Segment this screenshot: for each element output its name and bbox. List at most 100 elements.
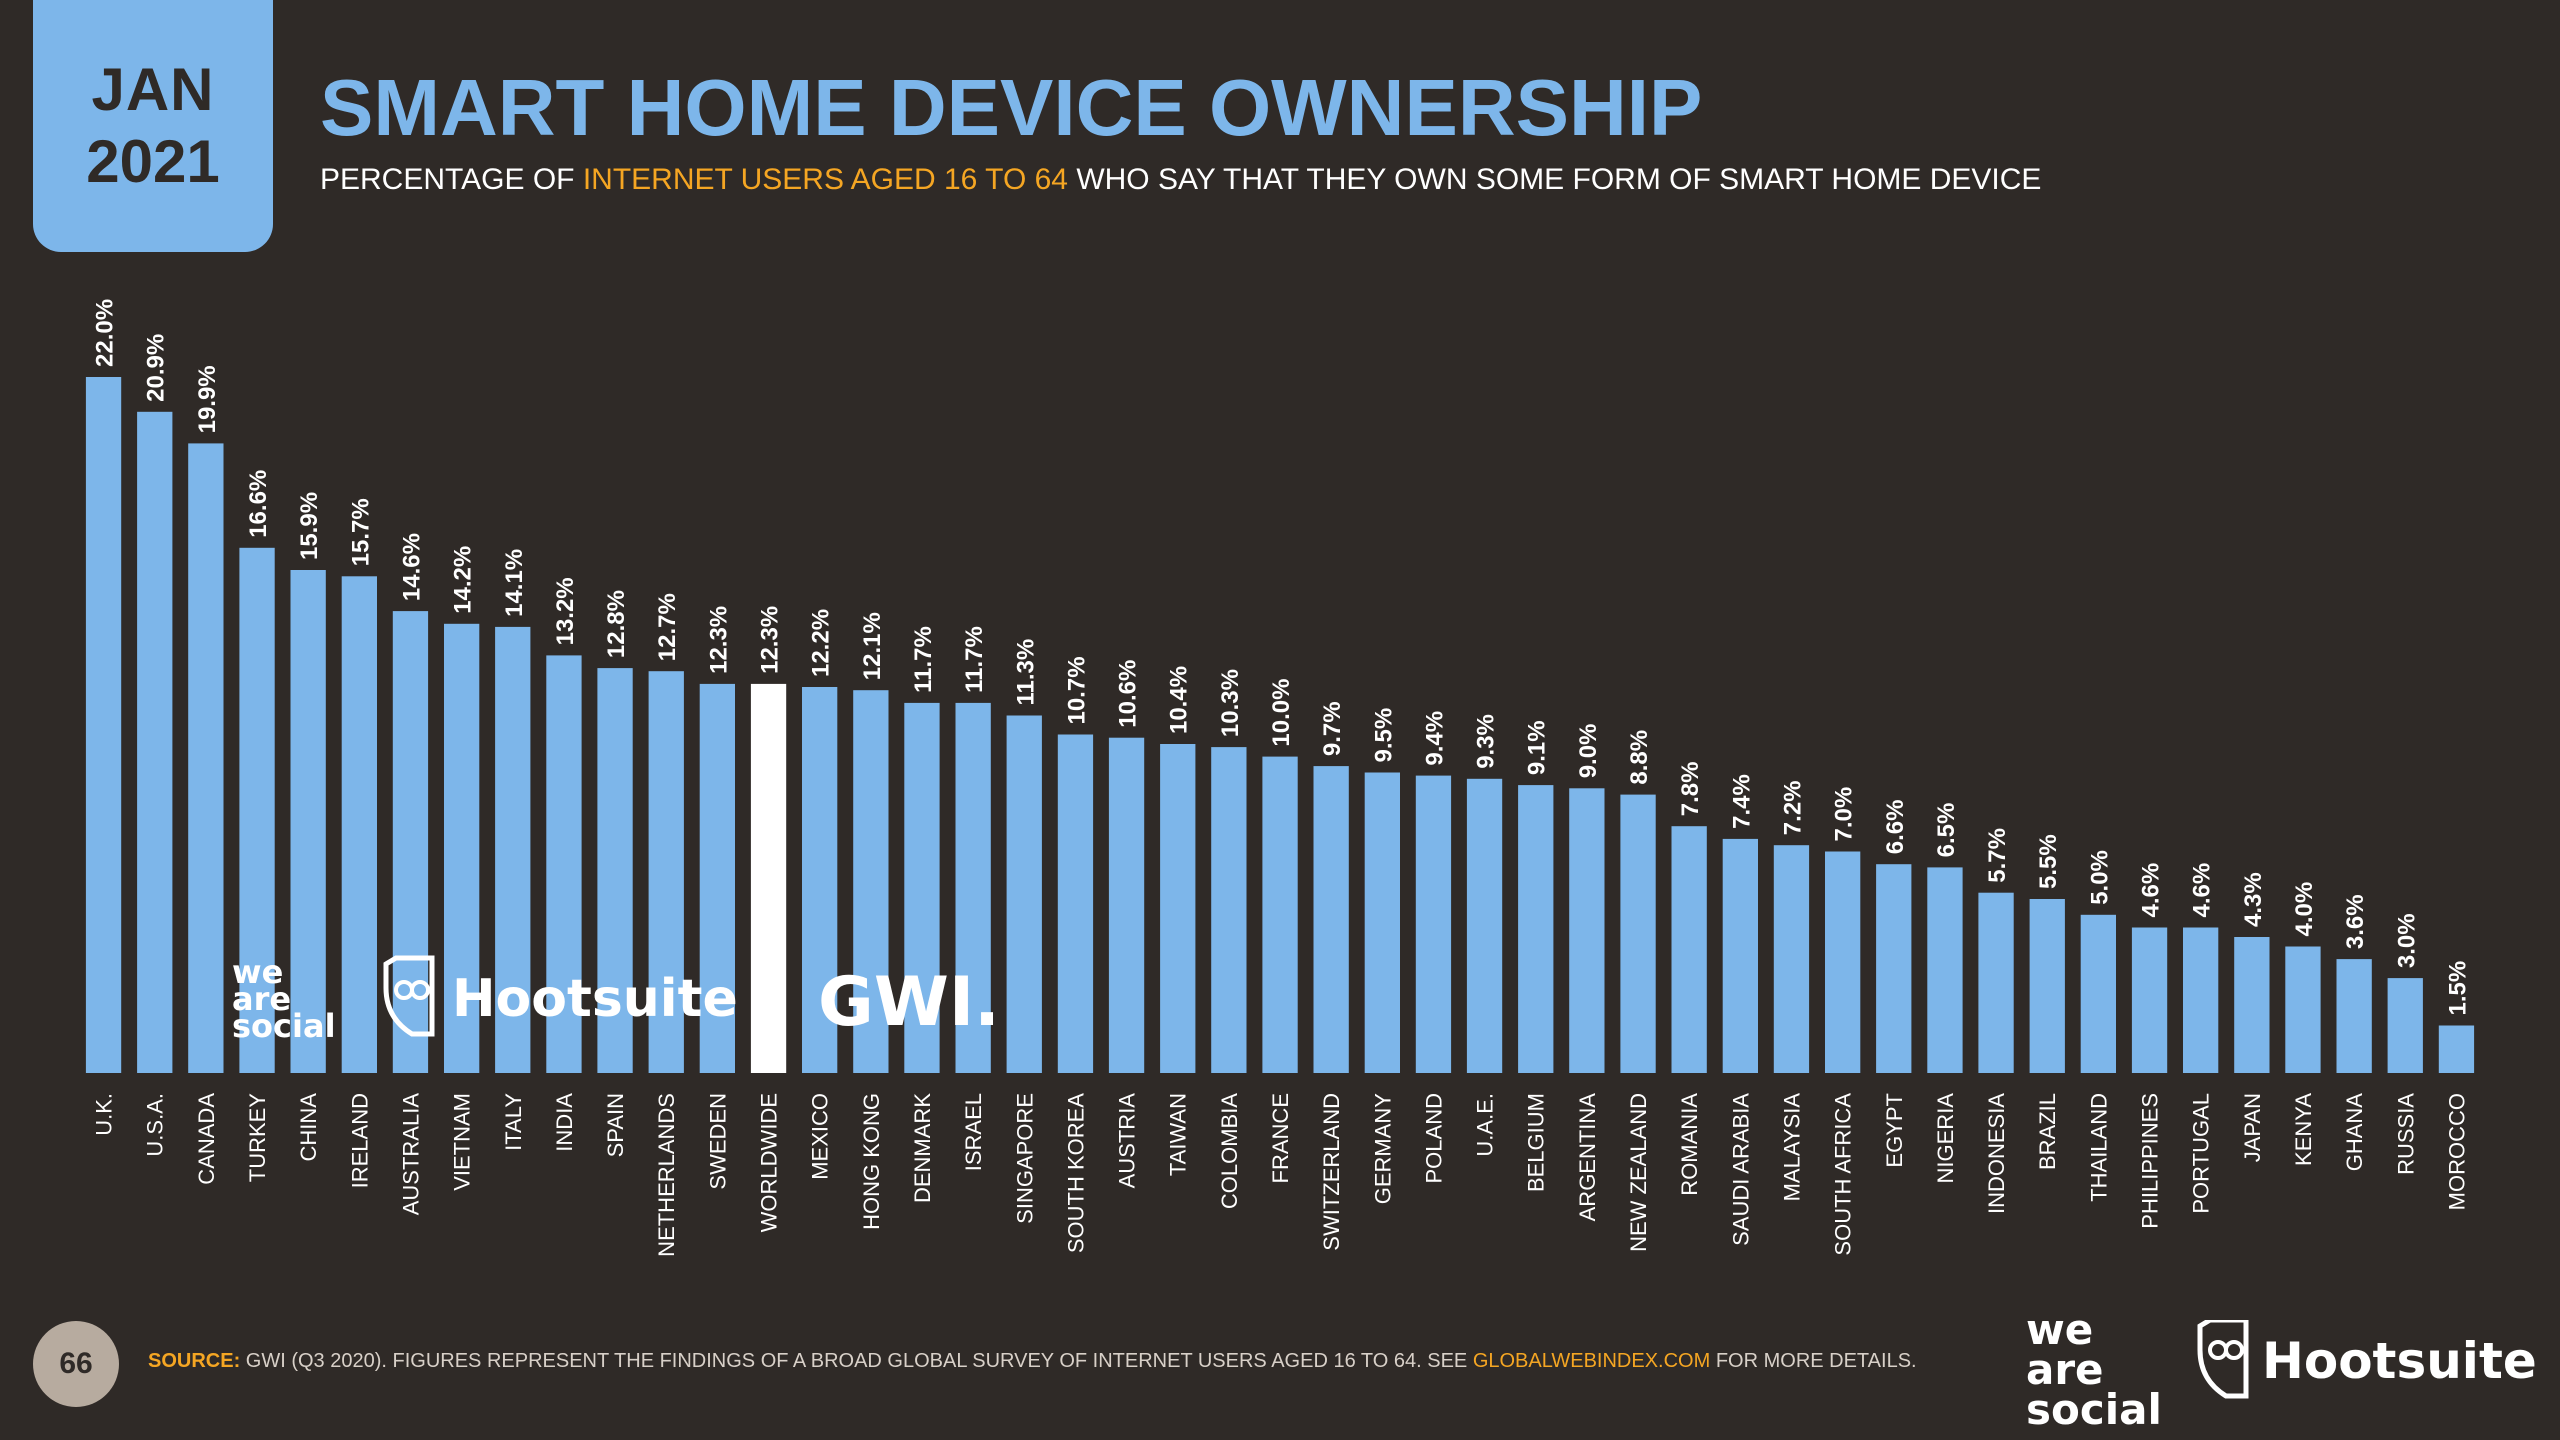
hootsuite-wordmark-footer: Hootsuite — [2262, 1332, 2536, 1390]
category-label: NEW ZEALAND — [1626, 1093, 1651, 1252]
owl-eye-right — [2224, 1340, 2244, 1360]
bar-japan — [2234, 937, 2270, 1073]
bar-thailand — [2080, 914, 2116, 1073]
value-label: 8.8% — [1626, 730, 1653, 785]
bar-u-k — [85, 377, 122, 1073]
category-label: U.S.A. — [143, 1093, 168, 1157]
bar-denmark — [904, 702, 940, 1073]
category-label: PORTUGAL — [2189, 1093, 2214, 1214]
value-label: 7.2% — [1780, 780, 1807, 835]
owl-eye-left — [2208, 1340, 2228, 1360]
source-footer: SOURCE: GWI (Q3 2020). FIGURES REPRESENT… — [148, 1350, 1917, 1373]
value-label: 6.5% — [1933, 803, 1960, 858]
category-label: SINGAPORE — [1012, 1093, 1037, 1224]
bar-portugal — [2183, 927, 2219, 1073]
value-label: 7.4% — [1728, 774, 1755, 829]
value-label: 14.1% — [501, 549, 528, 617]
value-label: 9.4% — [1421, 711, 1448, 766]
bar-nigeria — [1927, 867, 1963, 1073]
value-label: 3.0% — [2393, 913, 2420, 968]
bar-mexico — [802, 687, 838, 1073]
bar-spain — [597, 668, 633, 1073]
value-label: 11.7% — [961, 626, 988, 693]
category-label: VIETNAM — [450, 1093, 475, 1191]
bar-u-s-a — [137, 411, 173, 1073]
page-title: SMART HOME DEVICE OWNERSHIP — [320, 63, 1703, 152]
category-label: DENMARK — [910, 1093, 935, 1203]
value-label: 10.7% — [1063, 656, 1090, 724]
source-text: GWI (Q3 2020). FIGURES REPRESENT THE FIN… — [240, 1350, 1473, 1372]
subtitle-highlight: INTERNET USERS AGED 16 TO 64 — [582, 163, 1068, 196]
category-label: U.K. — [92, 1093, 117, 1136]
category-label: U.A.E. — [1473, 1093, 1498, 1157]
category-label: NIGERIA — [1933, 1093, 1958, 1184]
bar-russia — [2387, 978, 2423, 1073]
bar-france — [1262, 756, 1298, 1073]
logo-footer-social: social — [2026, 1385, 2162, 1434]
value-label: 9.0% — [1575, 724, 1602, 779]
bar-belgium — [1518, 785, 1554, 1073]
category-label: SWITZERLAND — [1319, 1093, 1344, 1251]
value-label: 7.0% — [1831, 787, 1858, 842]
badge-year: 2021 — [86, 128, 220, 195]
category-label: MALAYSIA — [1780, 1093, 1805, 1202]
bar-egypt — [1876, 864, 1912, 1073]
value-label: 12.3% — [705, 606, 732, 674]
bar-israel — [955, 702, 991, 1073]
source-label: SOURCE: — [148, 1350, 241, 1372]
category-label: IRELAND — [347, 1093, 372, 1188]
value-label: 14.2% — [450, 546, 477, 614]
value-label: 20.9% — [143, 334, 170, 402]
bar-sweden — [699, 683, 735, 1073]
source-tail: FOR MORE DETAILS. — [1710, 1350, 1917, 1372]
category-label: GERMANY — [1370, 1093, 1395, 1205]
value-label: 10.4% — [1166, 666, 1193, 734]
bar-vietnam — [444, 623, 480, 1073]
category-label: AUSTRIA — [1115, 1093, 1140, 1189]
category-label: CANADA — [194, 1093, 219, 1185]
bar-netherlands — [648, 671, 684, 1073]
category-label: INDIA — [552, 1093, 577, 1152]
bar-indonesia — [1978, 892, 2014, 1073]
value-label: 15.7% — [347, 498, 374, 566]
category-label: ROMANIA — [1677, 1093, 1702, 1196]
category-label: SWEDEN — [705, 1093, 730, 1190]
value-label: 12.3% — [757, 606, 784, 674]
owl-icon — [383, 955, 435, 1037]
value-label: 4.0% — [2291, 882, 2318, 937]
bar-romania — [1671, 826, 1707, 1073]
bar-philippines — [2131, 927, 2168, 1073]
value-label: 10.3% — [1217, 669, 1244, 737]
value-label: 10.0% — [1268, 679, 1295, 747]
subtitle-post: WHO SAY THAT THEY OWN SOME FORM OF SMART… — [1067, 163, 2042, 196]
logo-are-line: are — [232, 980, 291, 1018]
logo-social-line: social — [232, 1007, 336, 1045]
category-label: TAIWAN — [1166, 1093, 1191, 1176]
date-badge: JAN 2021 — [33, 0, 273, 252]
value-label: 3.6% — [2342, 894, 2369, 949]
value-label: 9.3% — [1473, 714, 1500, 769]
bar-austria — [1108, 737, 1145, 1073]
category-label: SPAIN — [603, 1093, 628, 1157]
category-label: FRANCE — [1268, 1093, 1293, 1183]
hootsuite-wordmark-chart: Hootsuite — [452, 969, 738, 1029]
bar-canada — [188, 443, 224, 1073]
value-label: 5.5% — [2035, 834, 2062, 889]
we-are-social-logo: we are social — [232, 953, 336, 1045]
value-label: 12.8% — [603, 590, 630, 658]
category-label: COLOMBIA — [1217, 1093, 1242, 1209]
bar-ireland — [341, 576, 377, 1073]
source-link[interactable]: GLOBALWEBINDEX.COM — [1472, 1350, 1711, 1372]
chart-watermark-logos: we are social Hootsuite GWI. — [232, 953, 1000, 1045]
gwi-logo: GWI. — [818, 963, 1000, 1042]
value-label: 7.8% — [1677, 761, 1704, 816]
bar-morocco — [2438, 1025, 2475, 1073]
value-label: 9.1% — [1524, 720, 1551, 775]
logo-we-line: we — [232, 953, 283, 991]
category-label: POLAND — [1421, 1093, 1446, 1183]
bar-malaysia — [1773, 845, 1810, 1073]
bar-turkey — [239, 547, 275, 1073]
bar-kenya — [2285, 946, 2321, 1073]
value-label: 9.7% — [1319, 701, 1346, 756]
value-label: 4.6% — [2138, 863, 2165, 918]
